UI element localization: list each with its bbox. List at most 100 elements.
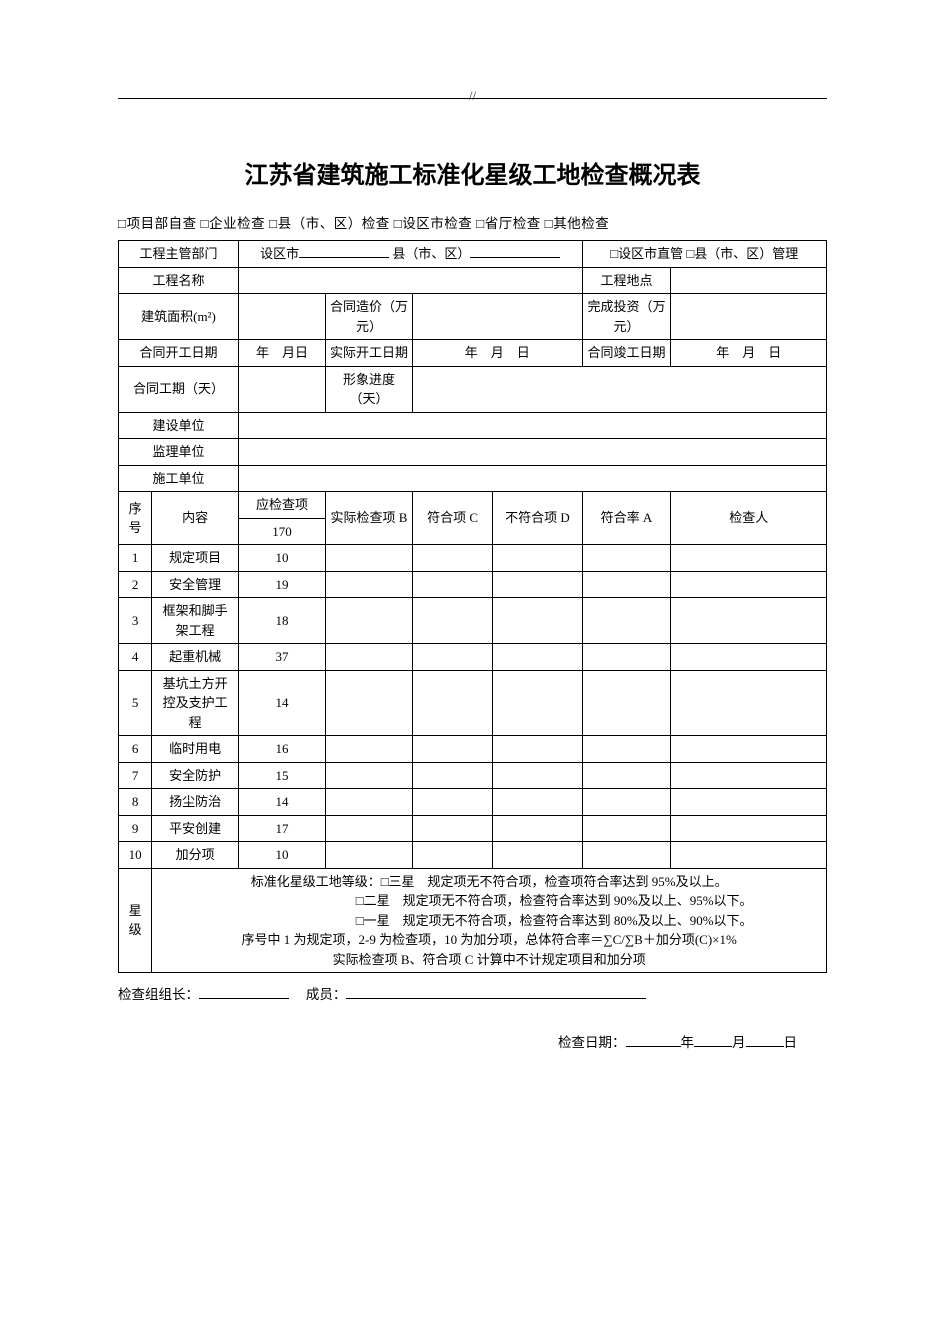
field-completed-invest[interactable] [671,294,827,340]
label-star: 星级 [119,868,152,973]
cell[interactable] [582,762,671,789]
cell[interactable] [412,571,492,598]
field-month[interactable] [694,1034,732,1048]
label-construct-unit: 施工单位 [119,465,239,492]
row-val: 17 [238,815,325,842]
field-image-progress[interactable] [412,366,826,412]
cell[interactable] [671,545,827,572]
cell[interactable] [582,598,671,644]
label-authority: 工程主管部门 [119,241,239,268]
field-contract-price[interactable] [412,294,582,340]
label-contract-complete: 合同竣工日期 [582,340,671,367]
row-val: 15 [238,762,325,789]
field-contract-complete[interactable]: 年 月 日 [671,340,827,367]
th-conform: 符合项 C [412,492,492,545]
cell[interactable] [325,762,412,789]
label-leader: 检查组组长： [118,987,199,1002]
cell[interactable] [493,762,582,789]
cell[interactable] [671,644,827,671]
cell[interactable] [493,670,582,736]
cell[interactable] [582,545,671,572]
cell[interactable] [325,789,412,816]
row-seq: 10 [119,842,152,869]
cell[interactable] [325,670,412,736]
cell[interactable] [671,598,827,644]
field-actual-start[interactable]: 年 月 日 [412,340,582,367]
field-build-unit[interactable] [238,412,826,439]
header-mark: // [469,88,476,104]
cell[interactable] [412,644,492,671]
footer-date: 检查日期：年月日 [118,1031,827,1051]
cell[interactable] [412,789,492,816]
cell[interactable] [582,644,671,671]
cell[interactable] [325,571,412,598]
cell[interactable] [325,545,412,572]
cell[interactable] [493,789,582,816]
cell[interactable] [582,670,671,736]
cell[interactable] [493,815,582,842]
field-construct-unit[interactable] [238,465,826,492]
cell[interactable] [325,815,412,842]
row-val: 10 [238,545,325,572]
cell[interactable] [412,762,492,789]
cell[interactable] [325,842,412,869]
cell[interactable] [412,598,492,644]
row-name: 框架和脚手架工程 [152,598,239,644]
row-name: 基坑土方开控及支护工程 [152,670,239,736]
row-seq: 7 [119,762,152,789]
field-year[interactable] [626,1034,681,1048]
th-nonconform: 不符合项 D [493,492,582,545]
cell[interactable] [325,598,412,644]
field-project-location[interactable] [671,267,827,294]
row-val: 14 [238,789,325,816]
cell[interactable] [493,644,582,671]
district-prefix: 设区市 [260,246,299,261]
th-actual-check: 实际检查项 B [325,492,412,545]
table-row: 3 框架和脚手架工程 18 [119,598,827,644]
cell[interactable] [493,598,582,644]
field-supervise-unit[interactable] [238,439,826,466]
document-content: 江苏省建筑施工标准化星级工地检查概况表 □项目部自查 □企业检查 □县（市、区）… [118,155,827,1051]
cell[interactable] [325,736,412,763]
cell[interactable] [582,736,671,763]
cell[interactable] [325,644,412,671]
total-items: 170 [238,518,325,545]
cell[interactable] [412,815,492,842]
cell[interactable] [671,571,827,598]
cell[interactable] [412,842,492,869]
cell[interactable] [493,545,582,572]
label-project-location: 工程地点 [582,267,671,294]
cell[interactable] [493,571,582,598]
cell[interactable] [493,842,582,869]
field-day[interactable] [746,1034,784,1048]
star-line: □二星 规定项无不符合项，检查符合率达到 90%及以上、95%以下。 [156,891,822,911]
cell[interactable] [582,571,671,598]
cell[interactable] [493,736,582,763]
field-project-name[interactable] [238,267,582,294]
cell[interactable] [671,842,827,869]
check-type-row: □项目部自查 □企业检查 □县（市、区）检查 □设区市检查 □省厅检查 □其他检… [118,212,827,232]
row-seq: 2 [119,571,152,598]
field-building-area[interactable] [238,294,325,340]
field-management[interactable]: □设区市直管 □县（市、区）管理 [582,241,826,268]
field-members[interactable] [346,986,646,1000]
field-contract-start[interactable]: 年 月日 [238,340,325,367]
cell[interactable] [412,736,492,763]
cell[interactable] [671,736,827,763]
cell[interactable] [412,670,492,736]
cell[interactable] [671,789,827,816]
cell[interactable] [671,815,827,842]
cell[interactable] [412,545,492,572]
cell[interactable] [582,842,671,869]
table-row: 9 平安创建 17 [119,815,827,842]
field-contract-period[interactable] [238,366,325,412]
label-image-progress: 形象进度（天） [325,366,412,412]
cell[interactable] [671,670,827,736]
label-year: 年 [681,1035,695,1050]
label-build-unit: 建设单位 [119,412,239,439]
cell[interactable] [582,815,671,842]
cell[interactable] [671,762,827,789]
field-leader[interactable] [199,986,289,1000]
cell[interactable] [582,789,671,816]
field-authority[interactable]: 设区市 县（市、区） [238,241,582,268]
